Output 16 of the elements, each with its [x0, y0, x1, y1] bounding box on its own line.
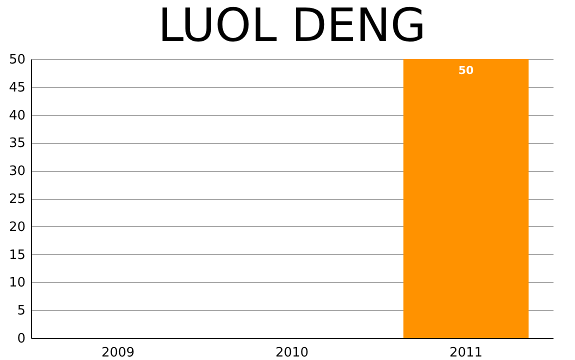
y-tick-label: 15 [8, 248, 26, 263]
y-tick-label: 10 [8, 276, 26, 291]
y-tick-label: 20 [8, 220, 26, 235]
x-tick-label: 2011 [449, 346, 483, 360]
y-tick-label: 0 [17, 332, 26, 346]
y-tick-label: 45 [8, 80, 26, 96]
chart-title: LUOL DENG [158, 0, 426, 52]
x-tick-label: 2009 [101, 346, 135, 360]
data-label: 50 [458, 64, 474, 77]
y-tick-label: 50 [8, 52, 26, 68]
y-tick-label: 40 [8, 108, 26, 124]
y-tick-label: 25 [8, 192, 26, 207]
x-tick-label: 2010 [275, 346, 309, 360]
y-tick-label: 5 [17, 304, 26, 319]
y-tick-label: 30 [8, 164, 26, 180]
y-tick-label: 35 [8, 136, 26, 152]
